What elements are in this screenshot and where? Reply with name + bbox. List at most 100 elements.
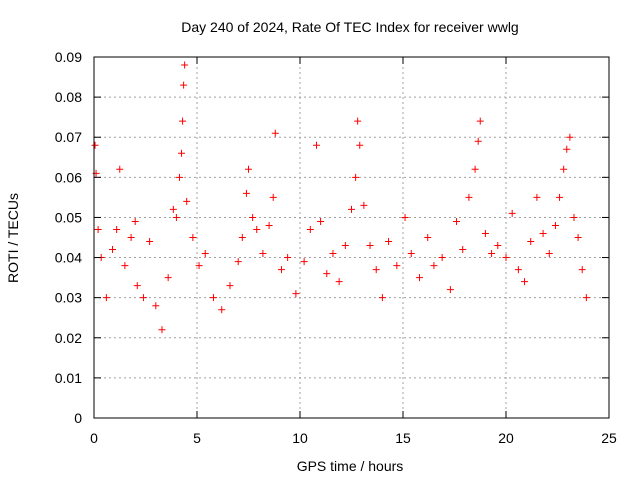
y-tick-label: 0.03 xyxy=(55,290,82,306)
data-point xyxy=(335,278,343,286)
y-tick-label: 0.07 xyxy=(55,129,82,145)
data-point xyxy=(476,117,484,125)
data-point xyxy=(393,262,401,270)
data-point xyxy=(407,250,415,258)
data-point xyxy=(424,234,432,241)
y-tick-labels: 0 0.01 0.02 0.03 0.04 0.05 0.06 0.07 0.08 0.09 xyxy=(55,49,82,426)
data-point xyxy=(249,213,257,221)
data-point xyxy=(259,250,267,258)
data-point xyxy=(201,250,209,258)
data-point xyxy=(175,173,183,181)
y-axis-label: ROTI / TECUs xyxy=(5,193,21,283)
data-point xyxy=(372,266,380,274)
data-point xyxy=(139,294,147,302)
data-point xyxy=(446,286,454,294)
x-tick-labels: 0 5 10 15 20 25 xyxy=(90,430,617,446)
data-point xyxy=(152,302,160,310)
data-points xyxy=(91,61,590,334)
y-tick-label: 0.08 xyxy=(55,89,82,105)
plot-frame xyxy=(93,56,610,419)
x-tick-label: 0 xyxy=(90,430,98,446)
y-tick-label: 0 xyxy=(74,410,82,426)
y-tick-label: 0.05 xyxy=(55,209,82,225)
data-point xyxy=(179,117,187,125)
data-point xyxy=(465,193,473,201)
data-point xyxy=(265,221,273,229)
data-point xyxy=(158,326,166,334)
data-point xyxy=(582,294,590,302)
x-tick-label: 10 xyxy=(292,430,308,446)
data-point xyxy=(354,117,362,125)
data-point xyxy=(131,217,139,225)
x-tick-label: 20 xyxy=(498,430,514,446)
data-point xyxy=(502,254,510,262)
data-point xyxy=(181,61,189,69)
data-point xyxy=(352,173,360,181)
data-point xyxy=(133,282,141,290)
data-point xyxy=(127,234,135,241)
data-point xyxy=(102,294,110,302)
data-point xyxy=(323,270,331,278)
data-point xyxy=(574,234,582,241)
x-tick-label: 15 xyxy=(395,430,411,446)
data-point xyxy=(438,254,446,262)
data-point xyxy=(312,141,320,149)
data-point xyxy=(415,274,423,282)
data-point xyxy=(521,278,529,286)
data-point xyxy=(209,294,217,302)
data-point xyxy=(508,209,516,217)
data-point xyxy=(189,234,197,241)
data-point xyxy=(109,246,117,254)
data-point xyxy=(453,217,461,225)
y-tick-label: 0.02 xyxy=(55,330,82,346)
data-point xyxy=(551,221,559,229)
data-point xyxy=(94,225,102,233)
x-tick-label: 25 xyxy=(601,430,617,446)
data-point xyxy=(113,225,121,233)
data-point xyxy=(245,165,252,173)
data-point xyxy=(306,225,314,233)
data-point xyxy=(253,225,261,233)
data-point xyxy=(348,205,355,213)
data-point xyxy=(218,306,226,314)
data-point xyxy=(481,229,489,237)
data-point xyxy=(178,149,186,157)
axis-ticks xyxy=(93,56,610,419)
data-point xyxy=(277,266,285,274)
data-point xyxy=(378,294,386,302)
y-tick-label: 0.09 xyxy=(55,49,82,65)
data-point xyxy=(560,165,568,173)
y-tick-label: 0.06 xyxy=(55,169,82,185)
data-point xyxy=(533,193,541,201)
data-point xyxy=(195,262,203,270)
data-point xyxy=(183,197,191,205)
data-point xyxy=(329,250,337,258)
data-point xyxy=(563,145,571,153)
data-point xyxy=(284,254,292,262)
chart-title: Day 240 of 2024, Rate Of TEC Index for r… xyxy=(181,19,518,35)
data-point xyxy=(356,141,364,149)
data-point xyxy=(430,262,438,270)
data-point xyxy=(169,205,177,213)
data-point xyxy=(164,274,172,282)
data-point xyxy=(269,193,277,201)
data-point xyxy=(242,189,250,197)
data-point xyxy=(271,129,279,137)
grid-lines xyxy=(94,57,609,418)
data-point xyxy=(471,165,479,173)
data-point xyxy=(292,290,300,298)
data-point xyxy=(570,213,578,221)
data-point xyxy=(172,213,180,221)
data-point xyxy=(238,234,246,241)
data-point xyxy=(226,282,234,290)
x-tick-label: 5 xyxy=(193,430,201,446)
x-axis-label: GPS time / hours xyxy=(297,458,404,474)
data-point xyxy=(366,242,374,250)
data-point xyxy=(539,229,547,237)
data-point xyxy=(91,141,99,149)
data-point xyxy=(146,238,154,246)
data-point xyxy=(578,266,586,274)
y-tick-label: 0.01 xyxy=(55,370,82,386)
data-point xyxy=(385,238,393,246)
